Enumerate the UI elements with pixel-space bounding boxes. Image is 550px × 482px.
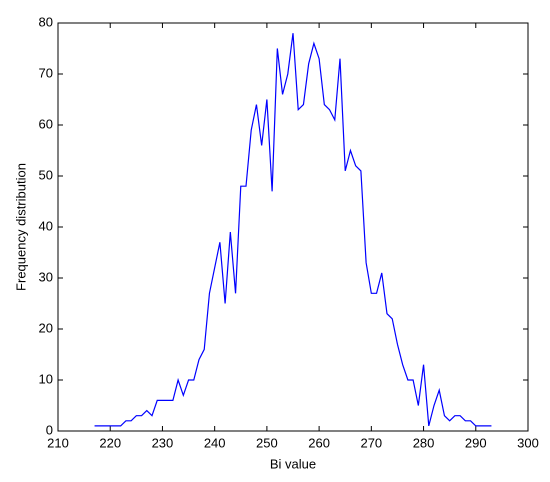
- x-tick-label: 280: [413, 435, 435, 450]
- y-tick-label: 50: [39, 167, 53, 182]
- x-tick-label: 240: [204, 435, 226, 450]
- y-axis-label: Frequency distribution: [13, 163, 28, 291]
- y-tick-label: 30: [39, 269, 53, 284]
- y-tick-label: 60: [39, 116, 53, 131]
- y-tick-label: 10: [39, 371, 53, 386]
- y-tick-label: 80: [39, 14, 53, 29]
- x-tick-label: 290: [465, 435, 487, 450]
- data-line: [94, 33, 492, 427]
- x-tick-label: 230: [152, 435, 174, 450]
- y-tick-label: 0: [46, 422, 53, 437]
- x-tick-label: 210: [47, 435, 69, 450]
- plot-frame: [57, 22, 529, 432]
- x-tick-label: 220: [99, 435, 121, 450]
- y-tick-label: 70: [39, 65, 53, 80]
- x-axis-label: Bi value: [270, 456, 316, 471]
- x-tick-label: 260: [308, 435, 330, 450]
- y-tick-label: 40: [39, 218, 53, 233]
- x-tick-label: 300: [517, 435, 539, 450]
- y-tick-label: 20: [39, 320, 53, 335]
- x-tick-label: 270: [360, 435, 382, 450]
- x-tick-label: 250: [256, 435, 278, 450]
